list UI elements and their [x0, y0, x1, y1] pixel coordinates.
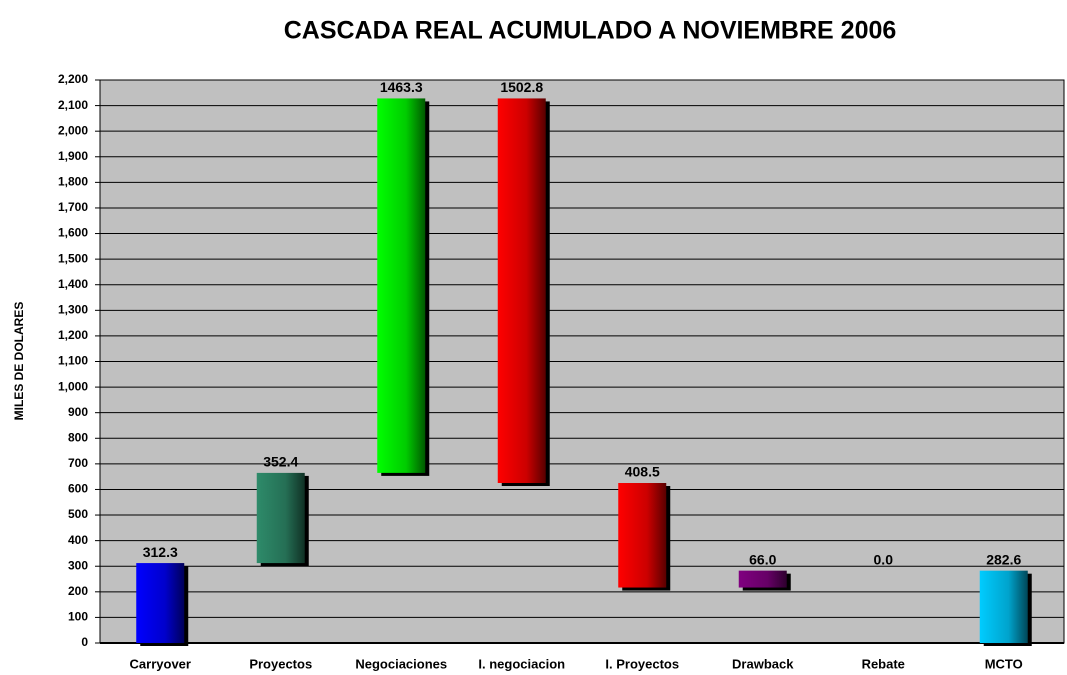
y-tick-label: 900: [68, 405, 88, 419]
bar: [497, 98, 546, 484]
y-tick-label: 1,900: [58, 149, 88, 163]
value-label: 352.4: [263, 454, 298, 470]
y-tick-label: 700: [68, 456, 88, 470]
x-tick-label: Negociaciones: [355, 656, 447, 671]
value-label: 0.0: [874, 551, 894, 567]
value-label: 408.5: [625, 464, 660, 480]
y-tick-label: 1,800: [58, 175, 88, 189]
bar: [256, 472, 305, 564]
bar: [618, 483, 667, 588]
y-tick-label: 800: [68, 430, 88, 444]
x-tick-label: MCTO: [985, 656, 1023, 671]
value-label: 282.6: [986, 551, 1021, 567]
value-label: 1463.3: [380, 79, 423, 95]
value-label: 66.0: [749, 551, 776, 567]
value-label: 1502.8: [500, 79, 543, 95]
y-tick-label: 500: [68, 507, 88, 521]
y-tick-label: 100: [68, 610, 88, 624]
y-tick-label: 1,700: [58, 200, 88, 214]
y-tick-label: 400: [68, 533, 88, 547]
y-tick-label: 1,600: [58, 226, 88, 240]
bar: [136, 563, 185, 643]
y-tick-label: 1,000: [58, 379, 88, 393]
y-axis-label: MILES DE DOLARES: [12, 302, 26, 421]
y-tick-label: 2,000: [58, 123, 88, 137]
chart-title: CASCADA REAL ACUMULADO A NOVIEMBRE 2006: [284, 17, 897, 45]
y-tick-label: 300: [68, 558, 88, 572]
x-tick-label: Rebate: [862, 656, 905, 671]
x-tick-label: Proyectos: [249, 656, 312, 671]
y-tick-label: 200: [68, 584, 88, 598]
x-tick-label: Drawback: [732, 656, 794, 671]
x-tick-label: I. negociacion: [478, 656, 565, 671]
bar: [738, 570, 787, 588]
y-tick-label: 1,100: [58, 354, 88, 368]
bar: [979, 570, 1028, 643]
y-tick-label: 2,100: [58, 98, 88, 112]
value-label: 312.3: [143, 544, 178, 560]
x-tick-label: Carryover: [130, 656, 191, 671]
y-tick-label: 1,200: [58, 328, 88, 342]
y-tick-label: 0: [81, 635, 88, 649]
y-tick-label: 600: [68, 482, 88, 496]
bar: [377, 98, 426, 473]
x-tick-label: I. Proyectos: [605, 656, 679, 671]
y-tick-label: 1,400: [58, 277, 88, 291]
y-tick-label: 1,300: [58, 302, 88, 316]
y-tick-label: 1,500: [58, 251, 88, 265]
y-tick-label: 2,200: [58, 72, 88, 86]
